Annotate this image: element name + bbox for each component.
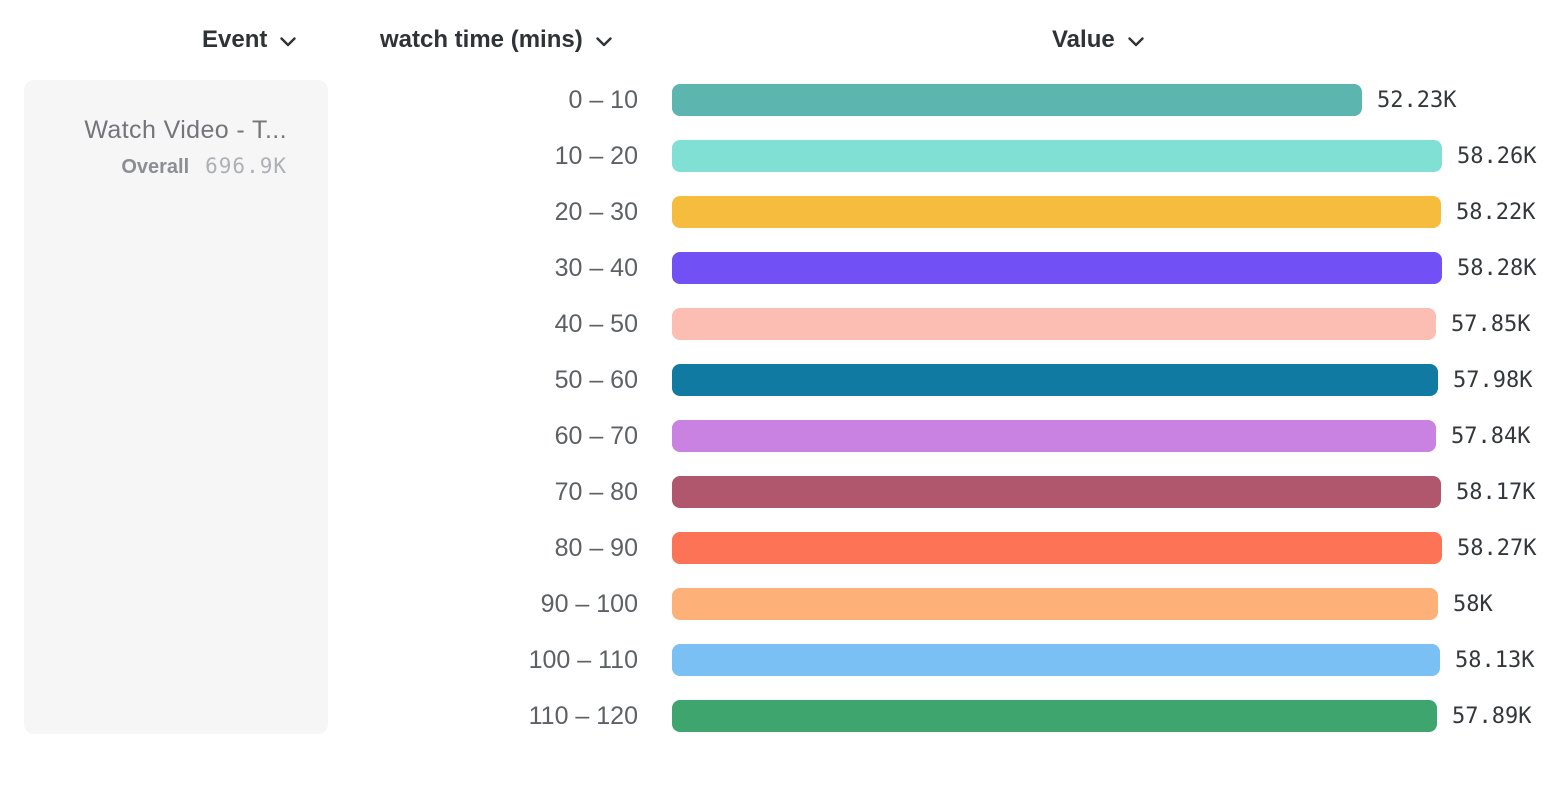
chart-row: 100 – 110 58.13K bbox=[0, 644, 1568, 676]
bar-value-label: 57.84K bbox=[1451, 424, 1531, 449]
bucket-label: 80 – 90 bbox=[554, 534, 638, 562]
chart-bar[interactable] bbox=[672, 420, 1436, 452]
bar-value-label: 58.13K bbox=[1455, 648, 1535, 673]
event-card[interactable]: Watch Video - T... Overall 696.9K bbox=[24, 80, 328, 734]
chart-bar[interactable] bbox=[672, 84, 1362, 116]
value-dropdown-label: Value bbox=[1052, 26, 1115, 53]
bucket-label: 0 – 10 bbox=[568, 86, 638, 114]
chart-bar[interactable] bbox=[672, 196, 1441, 228]
chart-bar[interactable] bbox=[672, 588, 1438, 620]
chart-bar[interactable] bbox=[672, 644, 1440, 676]
bucket-label: 10 – 20 bbox=[554, 142, 638, 170]
event-overall-row: Overall 696.9K bbox=[64, 154, 287, 179]
bar-value-label: 57.89K bbox=[1452, 704, 1532, 729]
chart-bar[interactable] bbox=[672, 364, 1438, 396]
dimension-dropdown[interactable]: watch time (mins) bbox=[380, 26, 612, 54]
bucket-label: 100 – 110 bbox=[528, 646, 638, 674]
chart-row: 50 – 60 57.98K bbox=[0, 364, 1568, 396]
bar-value-label: 58K bbox=[1453, 592, 1493, 617]
chart-bar[interactable] bbox=[672, 140, 1442, 172]
chart-bar[interactable] bbox=[672, 252, 1442, 284]
chart-row: 90 – 100 58K bbox=[0, 588, 1568, 620]
bar-chart: 0 – 10 52.23K 10 – 20 58.26K 20 – 30 58.… bbox=[0, 84, 1568, 740]
overall-label: Overall bbox=[121, 156, 190, 178]
chart-row: 10 – 20 58.26K bbox=[0, 140, 1568, 172]
chart-bar[interactable] bbox=[672, 532, 1442, 564]
bucket-label: 50 – 60 bbox=[554, 366, 638, 394]
chart-row: 110 – 120 57.89K bbox=[0, 700, 1568, 732]
bar-value-label: 58.28K bbox=[1457, 256, 1537, 281]
bucket-label: 20 – 30 bbox=[554, 198, 638, 226]
chart-row: 20 – 30 58.22K bbox=[0, 196, 1568, 228]
chart-row: 40 – 50 57.85K bbox=[0, 308, 1568, 340]
bucket-label: 70 – 80 bbox=[554, 478, 638, 506]
chart-row: 60 – 70 57.84K bbox=[0, 420, 1568, 452]
chart-row: 30 – 40 58.28K bbox=[0, 252, 1568, 284]
chart-bar[interactable] bbox=[672, 700, 1437, 732]
chart-bar[interactable] bbox=[672, 308, 1436, 340]
bucket-label: 40 – 50 bbox=[554, 310, 638, 338]
bar-value-label: 58.17K bbox=[1456, 480, 1536, 505]
chevron-down-icon bbox=[280, 33, 297, 47]
bar-value-label: 57.98K bbox=[1453, 368, 1533, 393]
bucket-label: 90 – 100 bbox=[540, 590, 638, 618]
chevron-down-icon bbox=[596, 33, 612, 47]
event-dropdown-label: Event bbox=[202, 26, 268, 53]
bar-value-label: 57.85K bbox=[1451, 312, 1531, 337]
bucket-label: 60 – 70 bbox=[554, 422, 638, 450]
overall-value: 696.9K bbox=[205, 154, 287, 178]
value-dropdown[interactable]: Value bbox=[1052, 26, 1144, 54]
bar-value-label: 58.26K bbox=[1457, 144, 1537, 169]
bucket-label: 30 – 40 bbox=[554, 254, 638, 282]
chart-row: 70 – 80 58.17K bbox=[0, 476, 1568, 508]
event-title: Watch Video - T... bbox=[84, 116, 287, 144]
dimension-dropdown-label: watch time (mins) bbox=[380, 26, 583, 53]
chart-row: 0 – 10 52.23K bbox=[0, 84, 1568, 116]
bar-value-label: 52.23K bbox=[1377, 88, 1457, 113]
chart-row: 80 – 90 58.27K bbox=[0, 532, 1568, 564]
chevron-down-icon bbox=[1128, 33, 1144, 47]
bar-value-label: 58.22K bbox=[1456, 200, 1536, 225]
bucket-label: 110 – 120 bbox=[528, 702, 638, 730]
bar-value-label: 58.27K bbox=[1457, 536, 1537, 561]
chart-bar[interactable] bbox=[672, 476, 1441, 508]
event-dropdown[interactable]: Event bbox=[202, 26, 297, 54]
